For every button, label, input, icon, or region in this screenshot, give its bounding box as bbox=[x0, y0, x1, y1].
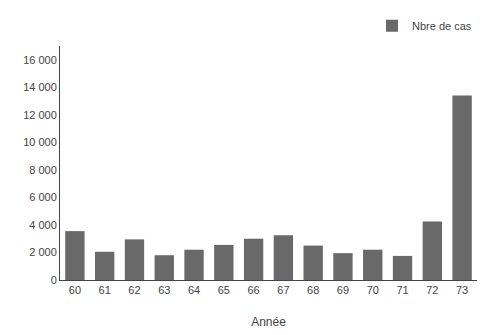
svg-text:61: 61 bbox=[99, 284, 111, 296]
svg-text:62: 62 bbox=[128, 284, 140, 296]
svg-text:Nbre de cas: Nbre de cas bbox=[412, 20, 472, 32]
svg-text:63: 63 bbox=[158, 284, 170, 296]
svg-text:4 000: 4 000 bbox=[29, 219, 57, 231]
svg-text:8 000: 8 000 bbox=[29, 164, 57, 176]
svg-text:10 000: 10 000 bbox=[23, 136, 57, 148]
svg-text:73: 73 bbox=[456, 284, 468, 296]
svg-text:16 000: 16 000 bbox=[23, 54, 57, 66]
svg-text:65: 65 bbox=[218, 284, 230, 296]
svg-text:69: 69 bbox=[337, 284, 349, 296]
svg-text:71: 71 bbox=[396, 284, 408, 296]
svg-text:6 000: 6 000 bbox=[29, 191, 57, 203]
svg-text:12 000: 12 000 bbox=[23, 109, 57, 121]
svg-text:66: 66 bbox=[247, 284, 259, 296]
svg-text:67: 67 bbox=[277, 284, 289, 296]
svg-text:70: 70 bbox=[367, 284, 379, 296]
svg-text:60: 60 bbox=[69, 284, 81, 296]
svg-text:64: 64 bbox=[188, 284, 200, 296]
svg-text:2 000: 2 000 bbox=[29, 246, 57, 258]
svg-text:14 000: 14 000 bbox=[23, 81, 57, 93]
svg-text:Année: Année bbox=[251, 315, 286, 329]
svg-text:68: 68 bbox=[307, 284, 319, 296]
svg-text:0: 0 bbox=[51, 274, 57, 286]
svg-text:72: 72 bbox=[426, 284, 438, 296]
